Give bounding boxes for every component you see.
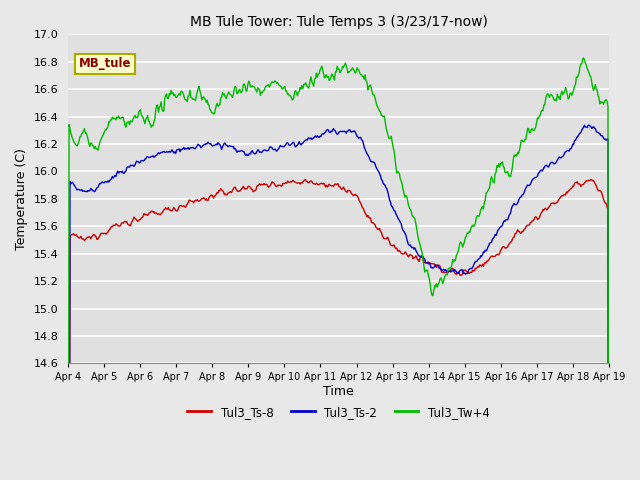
Text: MB_tule: MB_tule	[79, 58, 131, 71]
X-axis label: Time: Time	[323, 385, 354, 398]
Title: MB Tule Tower: Tule Temps 3 (3/23/17-now): MB Tule Tower: Tule Temps 3 (3/23/17-now…	[189, 15, 488, 29]
Legend: Tul3_Ts-8, Tul3_Ts-2, Tul3_Tw+4: Tul3_Ts-8, Tul3_Ts-2, Tul3_Tw+4	[183, 401, 494, 423]
Y-axis label: Temperature (C): Temperature (C)	[15, 148, 28, 250]
